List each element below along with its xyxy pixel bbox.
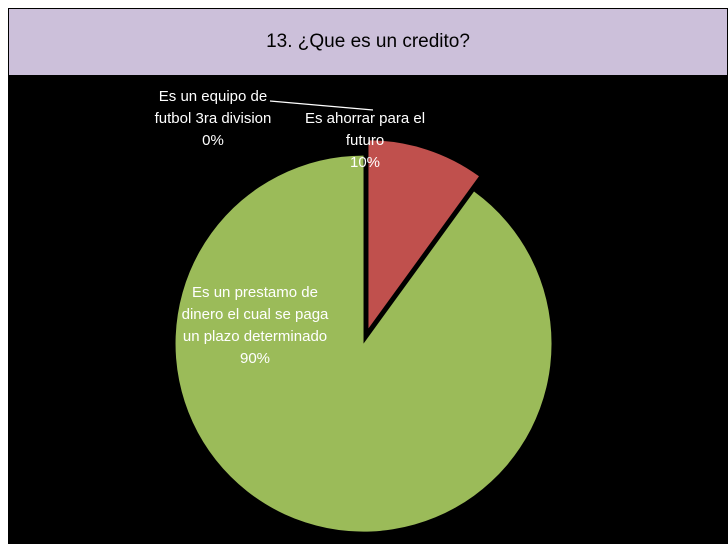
data-label: Es un prestamo de dinero el cual se paga… — [180, 282, 330, 370]
data-label: Es un equipo de futbol 3ra division 0% — [148, 86, 278, 152]
category-label: Es ahorrar para el futuro — [304, 110, 426, 149]
pie-slice — [175, 155, 552, 532]
category-label: Es un prestamo de dinero el cual se paga… — [181, 284, 329, 345]
data-label: Es ahorrar para el futuro 10% — [290, 108, 440, 174]
category-label: Es un equipo de futbol 3ra division — [154, 88, 272, 127]
leader-line — [269, 100, 374, 111]
value-label: 0% — [202, 132, 224, 149]
value-label: 90% — [239, 350, 271, 367]
chart-title: 13. ¿Que es un credito? — [8, 8, 728, 77]
pie-slice — [368, 140, 479, 329]
value-label: 10% — [349, 154, 381, 171]
